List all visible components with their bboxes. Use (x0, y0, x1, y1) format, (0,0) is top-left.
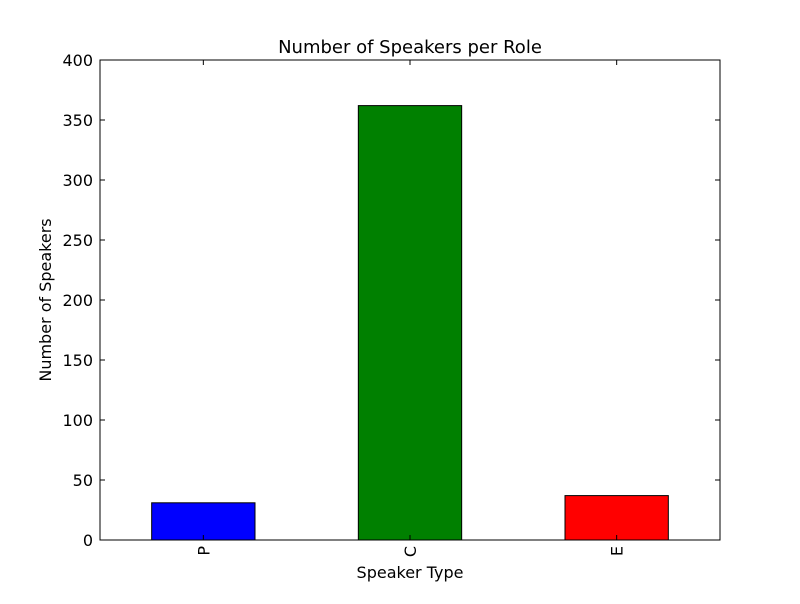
plot-frame (99, 59, 721, 541)
y-tick-label: 200 (62, 291, 93, 310)
y-tick-label: 350 (62, 111, 93, 130)
y-axis-label: Number of Speakers (36, 218, 55, 381)
y-tick-label: 50 (73, 471, 93, 490)
chart-title: Number of Speakers per Role (278, 37, 542, 58)
x-axis-label: Speaker Type (357, 563, 464, 582)
bars-group (151, 105, 669, 541)
x-tick-label: C (401, 546, 420, 557)
ticks-group: P C E 0 50 100 150 200 250 300 350 400 (62, 51, 720, 557)
y-tick-label: 150 (62, 351, 93, 370)
y-tick-label: 100 (62, 411, 93, 430)
bar-P (151, 502, 256, 541)
bar-E (564, 495, 669, 541)
bar-C (357, 105, 463, 541)
y-tick-label: 0 (83, 531, 93, 550)
y-tick-label: 400 (62, 51, 93, 70)
x-tick-label: P (194, 546, 213, 556)
y-tick-label: 300 (62, 171, 93, 190)
y-tick-label: 250 (62, 231, 93, 250)
x-tick-label: E (608, 546, 627, 556)
